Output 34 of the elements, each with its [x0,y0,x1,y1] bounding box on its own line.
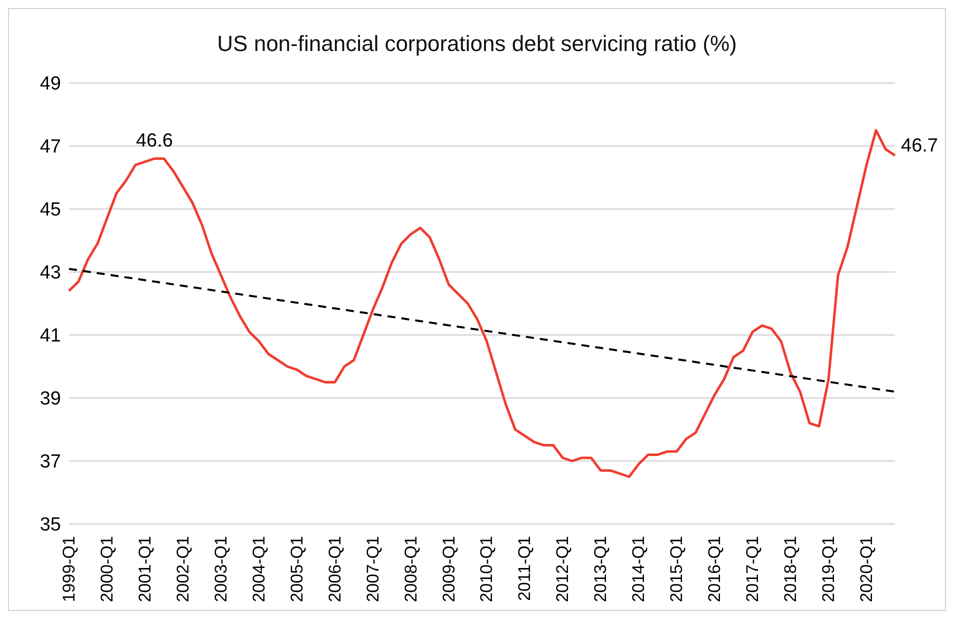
x-tick-label: 2000-Q1 [97,536,116,602]
x-tick-label: 2016-Q1 [705,536,724,602]
x-tick-label: 2011-Q1 [515,536,534,601]
data-label: 46.7 [901,135,938,156]
x-tick-label: 2008-Q1 [401,536,420,602]
x-tick-label: 2014-Q1 [629,536,648,602]
x-tick-label: 2003-Q1 [211,536,230,602]
x-tick-label: 2013-Q1 [591,536,610,602]
x-tick-label: 2019-Q1 [819,536,838,602]
x-tick-label: 2002-Q1 [173,536,192,602]
x-tick-label: 2001-Q1 [135,536,154,602]
x-tick-label: 2010-Q1 [477,536,496,602]
y-tick-label: 49 [40,74,61,95]
x-tick-label: 2007-Q1 [363,536,382,602]
x-tick-label: 2006-Q1 [325,536,344,602]
x-tick-label: 2005-Q1 [287,536,306,602]
data-label: 46.6 [136,130,173,152]
x-tick-label: 2004-Q1 [249,536,268,602]
y-tick-label: 45 [40,200,61,221]
chart-title: US non-financial corporations debt servicing ratio (%) [216,30,738,58]
x-tick-label: 2017-Q1 [743,536,762,602]
y-tick-label: 47 [40,136,61,158]
x-tick-label: 1999-Q1 [60,536,78,602]
y-tick-label: 35 [40,514,61,536]
y-tick-label: 41 [40,326,61,347]
y-tick-label: 39 [40,388,61,410]
x-tick-label: 2018-Q1 [781,536,800,602]
x-tick-label: 2009-Q1 [439,536,458,602]
x-tick-label: 2015-Q1 [667,536,686,602]
line-series [68,129,896,478]
y-tick-label: 37 [40,452,61,473]
y-tick-label: 43 [40,262,61,284]
x-tick-label: 2012-Q1 [553,536,572,602]
x-tick-label: 2020-Q1 [857,536,876,602]
